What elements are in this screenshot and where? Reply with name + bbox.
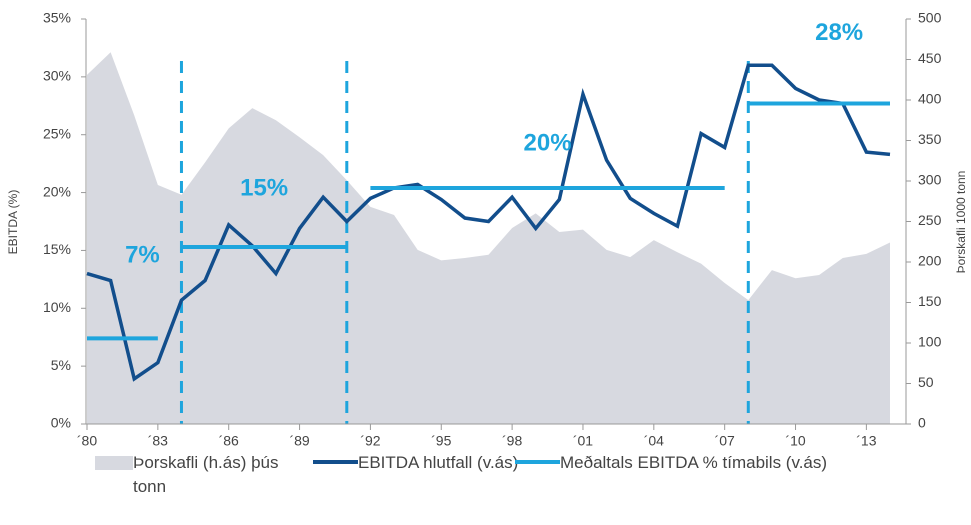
y2-tick-label: 400 [918, 91, 942, 107]
x-tick-label: ´86 [219, 433, 239, 449]
y2-tick-label: 450 [918, 50, 942, 66]
area [87, 52, 890, 425]
y-tick-label: 15% [43, 241, 71, 257]
x-tick-label: ´10 [785, 433, 805, 449]
legend-label: EBITDA hlutfall (v.ás) [358, 453, 519, 472]
average-label: 15% [240, 174, 288, 201]
x-tick-label: ´98 [502, 433, 522, 449]
y2-axis-label: Þorskafli 1000 tonn [954, 171, 968, 274]
average-label: 28% [815, 19, 863, 46]
x-tick-label: ´01 [573, 433, 593, 449]
y2-tick-label: 0 [918, 415, 926, 431]
y-tick-label: 10% [43, 299, 71, 315]
x-tick-label: ´13 [856, 433, 876, 449]
x-tick-label: ´83 [148, 433, 168, 449]
y-tick-label: 0% [51, 415, 71, 431]
y-tick-label: 30% [43, 68, 71, 84]
y2-tick-label: 500 [918, 10, 942, 26]
y2-tick-label: 100 [918, 334, 942, 350]
y-tick-label: 20% [43, 183, 71, 199]
legend-swatch [313, 460, 358, 464]
average-label: 20% [524, 129, 572, 156]
x-tick-label: ´07 [715, 433, 735, 449]
y-axis-label: EBITDA (%) [6, 190, 20, 255]
x-tick-label: ´04 [644, 433, 664, 449]
x-tick-label: ´89 [289, 433, 309, 449]
legend-label: Meðaltals EBITDA % tímabils (v.ás) [560, 453, 828, 472]
x-tick-label: ´92 [360, 433, 380, 449]
y2-tick-label: 200 [918, 253, 942, 269]
y-tick-label: 35% [43, 10, 71, 26]
legend-label: Þorskafli (h.ás) þús tonn [133, 453, 279, 496]
average-label: 7% [125, 242, 160, 269]
y2-tick-label: 150 [918, 293, 942, 309]
legend-swatch [95, 456, 133, 470]
legend-swatch [515, 460, 560, 464]
line [86, 63, 891, 382]
y2-tick-label: 50 [918, 374, 934, 390]
x-tick-label: ´80 [77, 433, 97, 449]
y2-tick-label: 250 [918, 212, 942, 228]
y2-tick-label: 300 [918, 172, 942, 188]
y-tick-label: 5% [51, 357, 71, 373]
y-tick-label: 25% [43, 125, 71, 141]
x-tick-label: ´95 [431, 433, 451, 449]
y2-tick-label: 350 [918, 131, 942, 147]
